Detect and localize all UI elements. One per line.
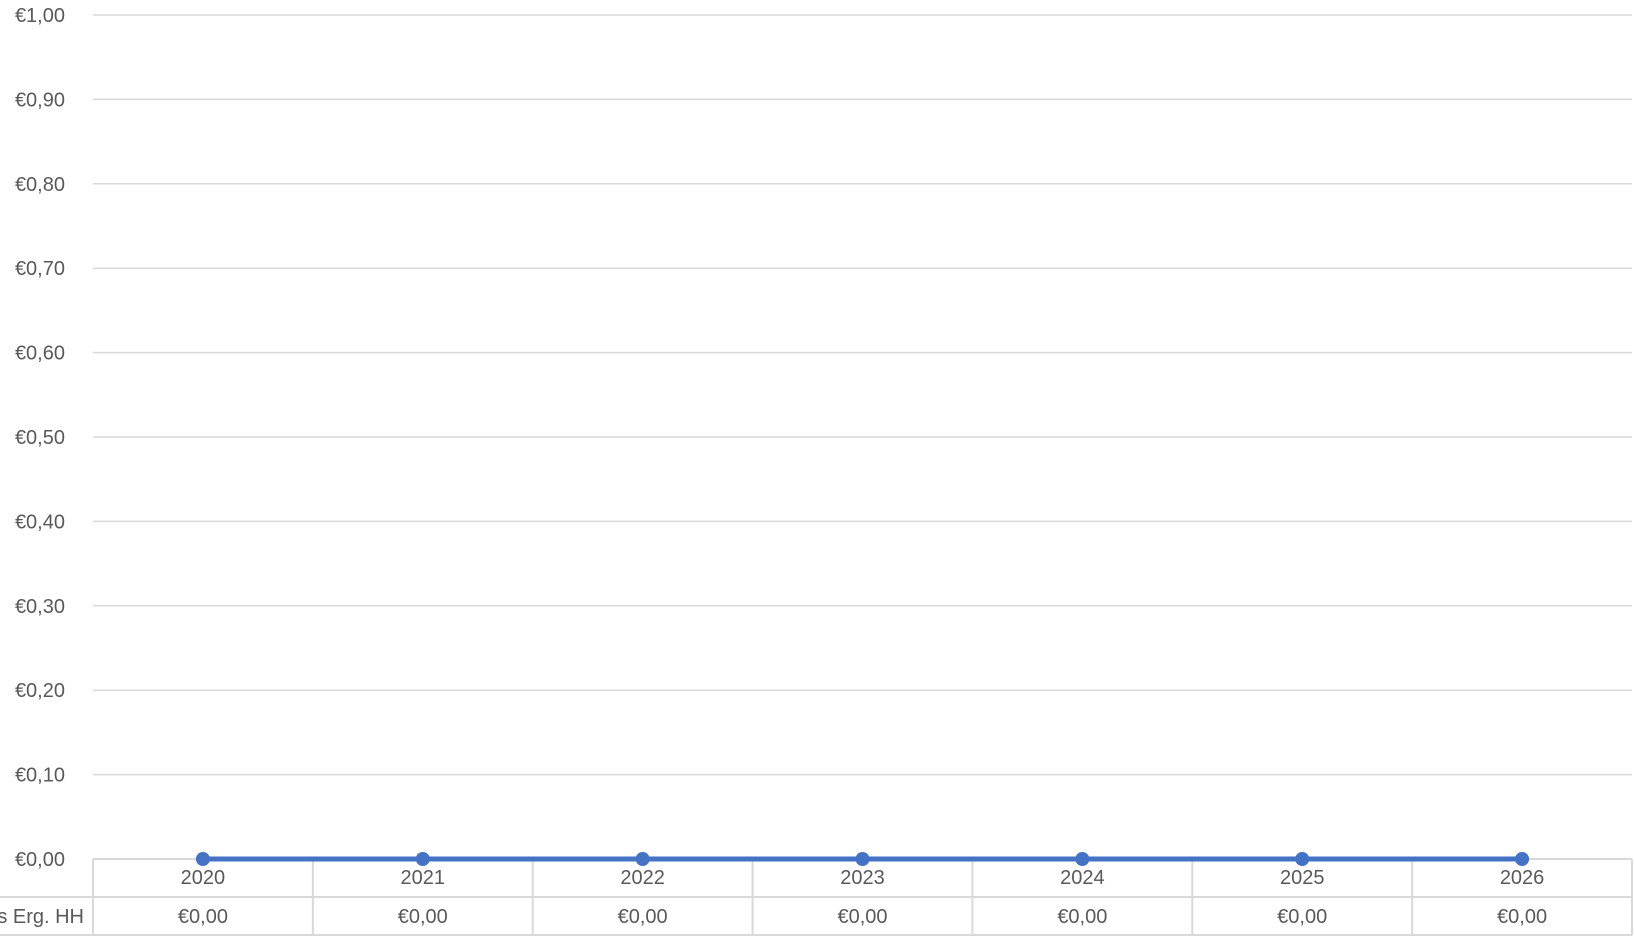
y-tick-label: €0,50 bbox=[15, 427, 65, 449]
x-category-label: 2024 bbox=[1060, 867, 1105, 889]
y-tick-label: €1,00 bbox=[15, 5, 65, 27]
data-table-value: €0,00 bbox=[398, 906, 448, 928]
data-point-marker bbox=[1295, 852, 1310, 866]
data-table-value: €0,00 bbox=[178, 906, 228, 928]
data-table-value: €0,00 bbox=[837, 906, 887, 928]
y-tick-label: €0,20 bbox=[15, 680, 65, 702]
y-tick-label: €0,60 bbox=[15, 343, 65, 365]
data-table: 2020 2021 2022 2023 2024 2025 2026 s Erg. HH €0,… bbox=[0, 858, 1633, 936]
y-tick-label: €0,40 bbox=[15, 511, 65, 533]
y-tick-label: €0,00 bbox=[15, 849, 65, 871]
data-table-value: €0,00 bbox=[1057, 906, 1107, 928]
x-category-label: 2023 bbox=[840, 867, 885, 889]
series-layer bbox=[195, 852, 1530, 866]
data-point-marker bbox=[1075, 852, 1090, 866]
y-tick-label: €0,80 bbox=[15, 174, 65, 196]
data-point-marker bbox=[855, 852, 870, 866]
x-category-label: 2025 bbox=[1280, 867, 1325, 889]
y-tick-label: €0,90 bbox=[15, 89, 65, 111]
y-axis-tick-labels: €0,00 €0,10 €0,20 €0,30 €0,40 €0,50 €0,60 €0,70… bbox=[15, 5, 65, 871]
x-category-label: 2020 bbox=[181, 867, 226, 889]
y-tick-label: €0,30 bbox=[15, 596, 65, 618]
data-table-value: €0,00 bbox=[1277, 906, 1327, 928]
x-category-label: 2022 bbox=[620, 867, 665, 889]
data-table-value: €0,00 bbox=[618, 906, 668, 928]
data-point-marker bbox=[635, 852, 650, 866]
x-category-label: 2026 bbox=[1500, 867, 1545, 889]
data-point-marker bbox=[195, 852, 210, 866]
x-category-label: 2021 bbox=[401, 867, 446, 889]
data-point-marker bbox=[415, 852, 430, 866]
data-table-value: €0,00 bbox=[1497, 906, 1547, 928]
data-point-marker bbox=[1515, 852, 1530, 866]
y-tick-label: €0,10 bbox=[15, 765, 65, 787]
gridlines bbox=[93, 14, 1632, 776]
y-tick-label: €0,70 bbox=[15, 258, 65, 280]
data-table-row-label: s Erg. HH bbox=[0, 906, 84, 928]
